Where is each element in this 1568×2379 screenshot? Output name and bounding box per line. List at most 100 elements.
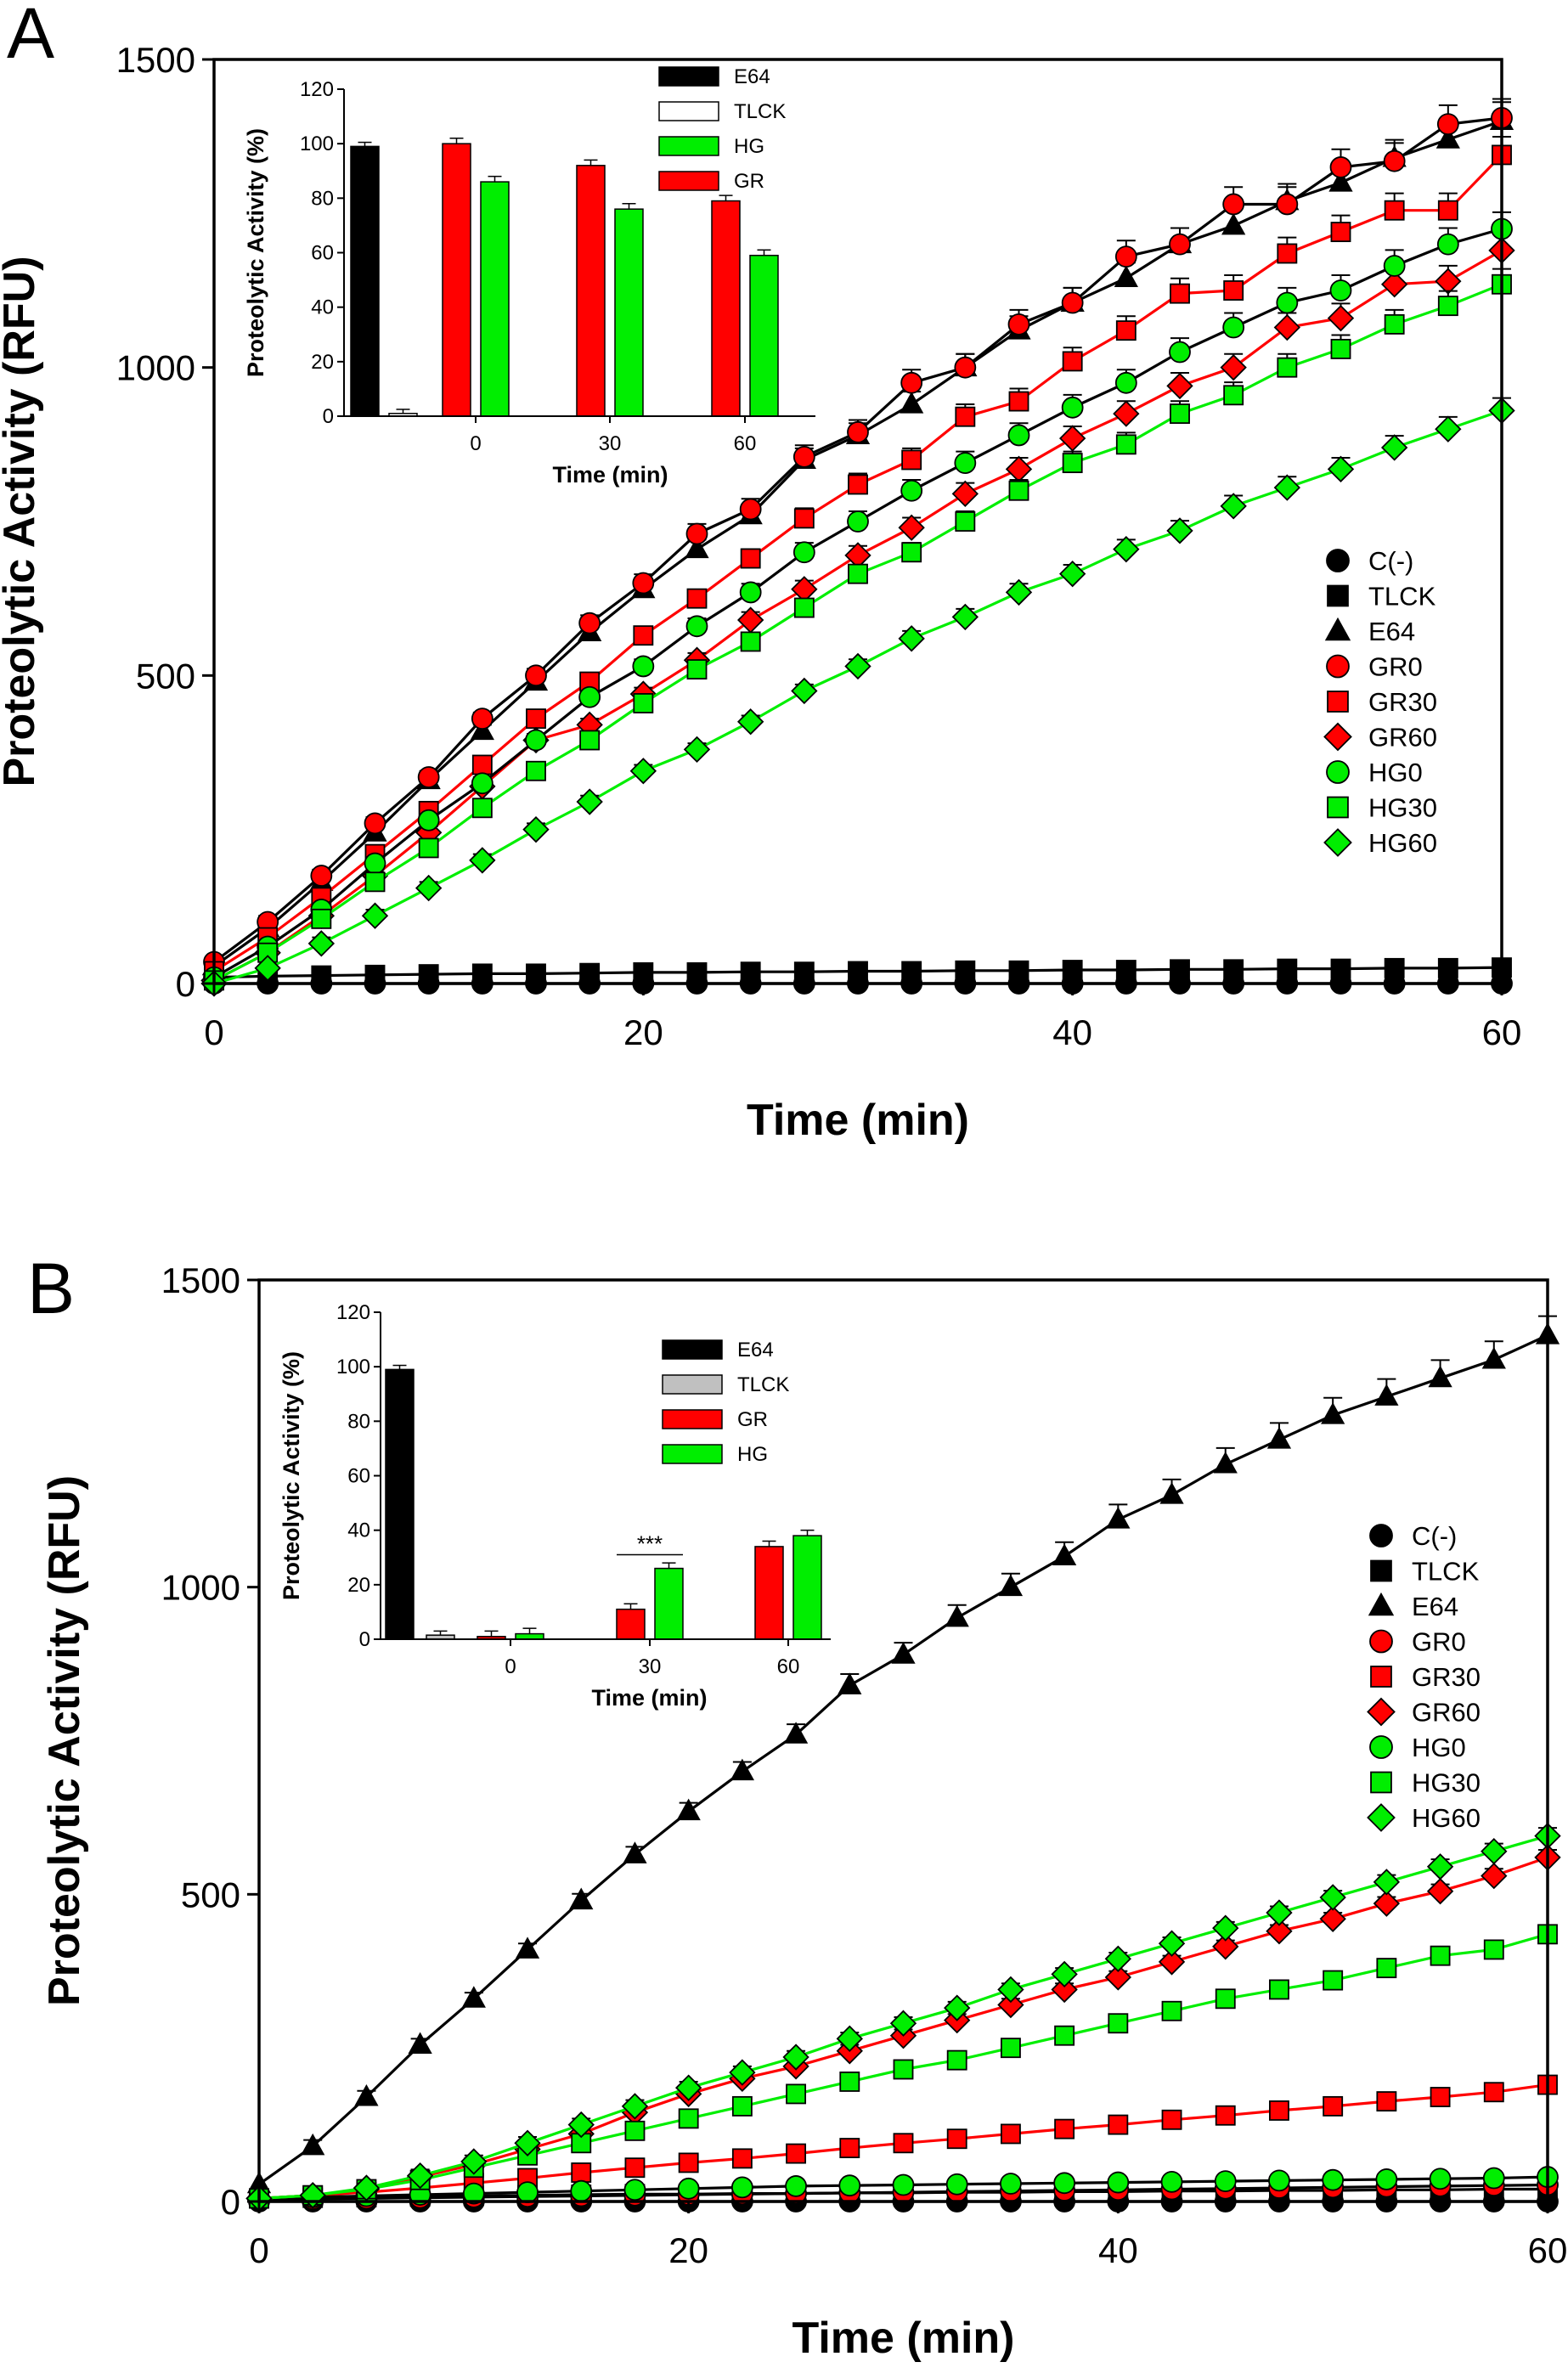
point-hg0 (570, 2179, 593, 2202)
point-hg30 (731, 2095, 753, 2117)
point-gr0 (1436, 113, 1459, 136)
point-hg30 (893, 2059, 914, 2080)
point-hg60 (1051, 1960, 1078, 1988)
point-hg60 (1426, 1853, 1454, 1880)
point-hg60 (1481, 1838, 1508, 1865)
series-hg30 (249, 1924, 1558, 2209)
point-e64 (623, 1841, 647, 1863)
point-hg60 (1380, 434, 1408, 461)
point-gr30 (1277, 243, 1298, 264)
point-gr30 (848, 474, 868, 495)
point-hg30 (1215, 1988, 1236, 2010)
x-tick-label: 0 (204, 1012, 223, 1052)
x-tick-label: 40 (1098, 2230, 1138, 2270)
point-gr30 (793, 508, 815, 529)
legend-marker-e64 (1324, 617, 1351, 641)
point-gr30 (1384, 200, 1405, 221)
point-gr30 (1430, 2087, 1451, 2107)
point-gr30 (633, 625, 654, 646)
x-tick-label: 60 (1528, 2230, 1568, 2270)
point-hg30 (686, 659, 708, 680)
series-tlck (204, 957, 1512, 988)
point-gr30 (1170, 283, 1190, 304)
inset-y-tick-label: 60 (311, 242, 334, 265)
point-hg0 (1482, 2167, 1505, 2190)
point-tlck (686, 962, 708, 983)
point-gr60 (1166, 372, 1193, 400)
point-hg0 (1436, 233, 1459, 256)
legend-label-hg0: HG0 (1412, 1733, 1466, 1762)
point-gr60 (1051, 1976, 1078, 2004)
point-gr30 (1323, 2095, 1344, 2117)
point-e64 (1374, 1384, 1399, 1406)
point-gr60 (1005, 455, 1033, 483)
point-hg0 (685, 615, 708, 638)
point-hg0 (1160, 2170, 1183, 2193)
series-line-hg0 (213, 227, 1503, 979)
point-e64 (1213, 1451, 1238, 1474)
point-e64 (685, 536, 709, 559)
point-hg60 (1273, 474, 1301, 501)
inset-x-tick-label: 0 (470, 432, 481, 455)
point-hg30 (1062, 453, 1083, 474)
inset-y-tick-label: 120 (300, 78, 334, 101)
point-hg60 (1373, 1869, 1401, 1896)
inset-legend-label-tlck: TLCK (737, 1373, 789, 1396)
point-hg60 (415, 874, 443, 902)
point-hg60 (254, 955, 281, 982)
point-hg60 (674, 2074, 702, 2101)
series-line-hg60 (213, 409, 1503, 985)
point-hg60 (1212, 1914, 1239, 1942)
point-hg60 (567, 2111, 595, 2139)
point-hg60 (889, 2010, 917, 2037)
inset-bar-gr-60 (754, 1546, 784, 1640)
point-hg60 (576, 788, 603, 815)
legend-label-hg0: HG0 (1368, 758, 1423, 787)
point-e64 (1266, 1427, 1292, 1449)
point-hg30 (1323, 1970, 1344, 1991)
y-tick-label: 0 (221, 2182, 240, 2222)
inset-x-axis-title: Time (min) (591, 1685, 707, 1711)
y-tick-label: 500 (136, 656, 195, 696)
point-tlck (848, 961, 868, 982)
legend-label-gr60: GR60 (1368, 723, 1437, 753)
point-hg30 (1115, 434, 1137, 455)
inset-bar-chart: 0 30 60 0 20 40 60 80 100 120 Time (min) Proteolyti… (243, 65, 815, 488)
point-hg0 (1375, 2168, 1398, 2190)
legend-marker-hg60 (1367, 1803, 1396, 1832)
point-hg0 (900, 479, 923, 502)
point-tlck (955, 960, 976, 981)
point-hg0 (1268, 2169, 1290, 2192)
y-tick-label: 1000 (161, 1568, 240, 1608)
point-hg0 (578, 685, 601, 708)
point-tlck (1384, 957, 1405, 978)
point-gr30 (686, 588, 708, 609)
inset-legend-label-gr: GR (734, 170, 764, 193)
point-tlck (1170, 959, 1190, 980)
point-gr60 (1058, 425, 1086, 452)
y-axis-title: Proteolytic Activity (RFU) (40, 1475, 89, 2006)
point-hg0 (1429, 2168, 1452, 2190)
point-hg60 (469, 847, 496, 874)
point-gr30 (893, 2133, 914, 2154)
point-hg0 (1007, 424, 1030, 447)
point-hg60 (1104, 1945, 1132, 1972)
point-hg30 (1054, 2025, 1075, 2046)
point-hg30 (1000, 2038, 1021, 2059)
point-e64 (1435, 127, 1460, 149)
y-axis-title: Proteolytic Activity (RFU) (0, 256, 44, 786)
point-gr30 (731, 2148, 753, 2169)
series-hg30 (204, 268, 1512, 991)
inset-y-axis-title: Proteolytic Activity (%) (279, 1351, 304, 1600)
point-gr60 (951, 480, 979, 508)
point-tlck (1223, 959, 1244, 980)
legend-label-hg30: HG30 (1412, 1768, 1481, 1798)
point-hg60 (1319, 1884, 1346, 1911)
legend-label-gr30: GR30 (1412, 1662, 1481, 1692)
point-e64 (1481, 1346, 1506, 1369)
plot-frame (257, 1278, 1549, 2203)
point-hg30 (1269, 1979, 1289, 2000)
point-hg30 (418, 837, 439, 859)
point-hg30 (678, 2108, 699, 2129)
